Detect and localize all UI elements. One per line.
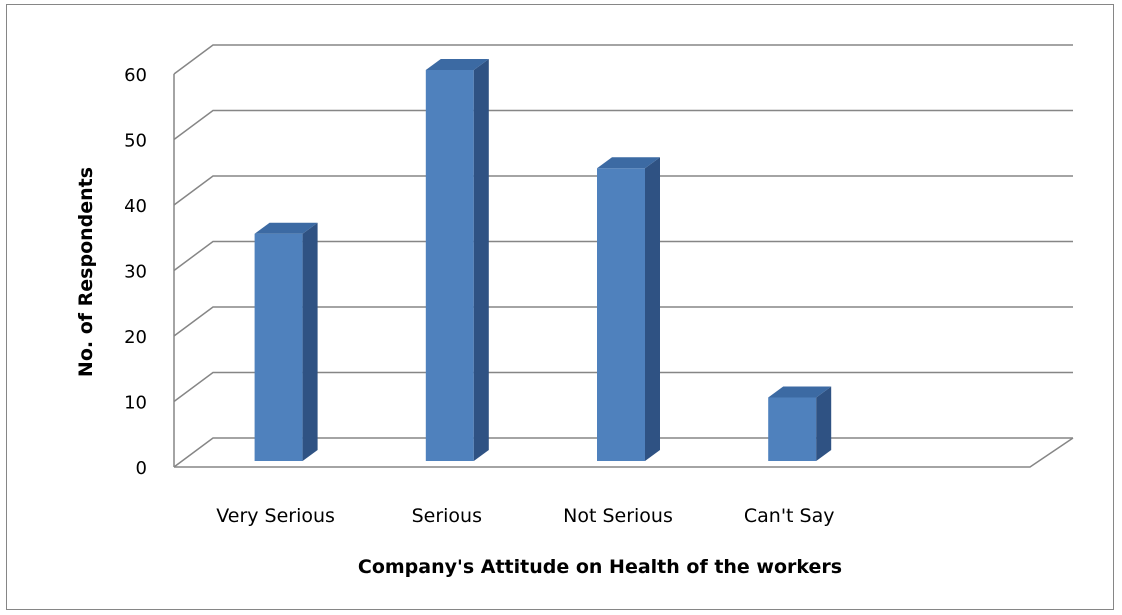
- bar-top: [768, 386, 832, 398]
- bar-side: [302, 222, 318, 461]
- x-category-label: Not Serious: [563, 505, 673, 527]
- bar-side: [473, 59, 489, 461]
- bars: [254, 59, 832, 461]
- y-tick-label: 10: [124, 393, 147, 414]
- bar-top: [597, 157, 660, 169]
- y-axis-title: No. of Respondents: [75, 167, 97, 377]
- y-tick-label: 40: [124, 196, 147, 217]
- gridline: [173, 44, 1073, 75]
- y-tick-label: 50: [124, 131, 147, 152]
- x-category-label: Very Serious: [216, 505, 335, 527]
- x-axis-categories: Very Serious Serious Not Serious Can't Say: [216, 505, 834, 527]
- y-tick-label: 30: [124, 262, 147, 283]
- gridline: [173, 240, 1073, 272]
- floor-edge: [174, 437, 1074, 468]
- y-tick-label: 0: [136, 458, 147, 479]
- y-tick-label: 60: [124, 65, 147, 86]
- bar: [597, 168, 645, 461]
- x-category-label: Serious: [412, 505, 482, 527]
- bar-side: [816, 386, 832, 461]
- gridline: [173, 371, 1073, 403]
- x-category-label: Can't Say: [744, 505, 835, 527]
- bar: [425, 70, 474, 461]
- bar-top: [425, 59, 489, 70]
- x-axis-title: Company's Attitude on Health of the work…: [358, 556, 842, 578]
- bar-side: [645, 157, 660, 461]
- bar-top: [254, 222, 318, 234]
- gridline: [173, 306, 1073, 337]
- y-axis-ticks: 0 10 20 30 40 50 60: [124, 65, 147, 479]
- y-tick-label: 20: [124, 327, 147, 348]
- gridlines: [173, 44, 1074, 468]
- gridline: [173, 109, 1073, 141]
- gridline: [173, 175, 1073, 206]
- bar: [254, 233, 303, 461]
- bar: [768, 397, 817, 461]
